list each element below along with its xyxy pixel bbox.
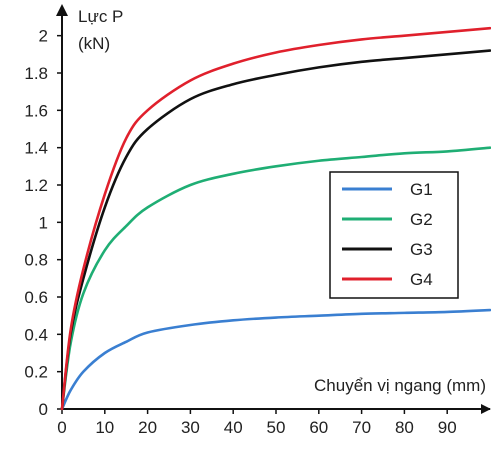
- x-tick-label: 30: [181, 418, 200, 437]
- series-line-g3: [60, 49, 491, 411]
- y-tick-label: 1.8: [24, 64, 48, 83]
- series-line-g2: [60, 146, 491, 411]
- y-axis-arrow: [56, 4, 68, 16]
- legend-label-g1: G1: [410, 180, 433, 199]
- x-tick-label: 10: [95, 418, 114, 437]
- x-tick-label: 50: [267, 418, 286, 437]
- x-tick-label: 40: [224, 418, 243, 437]
- y-tick-label: 1: [39, 213, 48, 232]
- y-tick-label: 0: [39, 400, 48, 419]
- y-tick-label: 0.2: [24, 363, 48, 382]
- legend-label-g4: G4: [410, 270, 433, 289]
- y-tick-label: 0.4: [24, 325, 48, 344]
- y-tick-label: 1.4: [24, 139, 48, 158]
- y-axis-label-line-1: Lực P: [78, 7, 123, 26]
- y-tick-label: 2: [39, 27, 48, 46]
- y-axis-label-line-2: (kN): [78, 34, 110, 53]
- x-tick-label: 70: [352, 418, 371, 437]
- x-tick-label: 90: [438, 418, 457, 437]
- y-tick-label: 0.8: [24, 251, 48, 270]
- y-tick-label: 0.6: [24, 288, 48, 307]
- x-tick-label: 20: [138, 418, 157, 437]
- legend-box: [329, 171, 459, 299]
- series-line-g1: [60, 308, 491, 411]
- series-line-g4: [60, 26, 491, 411]
- legend-label-g2: G2: [410, 210, 433, 229]
- x-axis-arrow: [481, 404, 491, 414]
- x-axis-label: Chuyển vị ngang (mm): [314, 376, 486, 395]
- legend-label-g3: G3: [410, 240, 433, 259]
- x-tick-label: 80: [395, 418, 414, 437]
- x-tick-label: 0: [57, 418, 66, 437]
- y-tick-label: 1.2: [24, 176, 48, 195]
- x-tick-label: 60: [309, 418, 328, 437]
- y-tick-label: 1.6: [24, 101, 48, 120]
